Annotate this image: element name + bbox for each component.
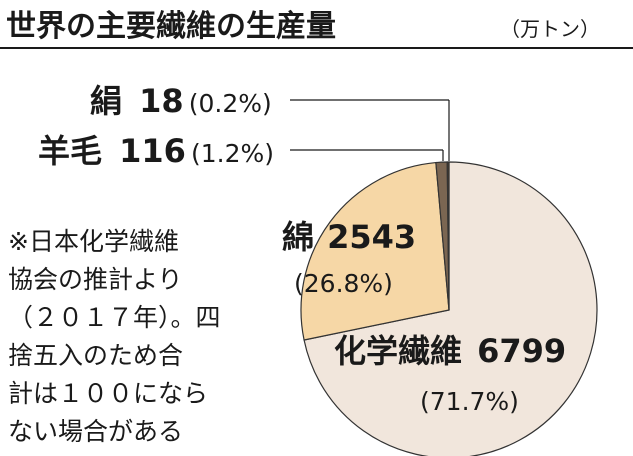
chart-title: 世界の主要繊維の生産量	[6, 9, 336, 44]
slice-cotton	[300, 161, 450, 341]
note-line-4: 捨五入のため合	[8, 341, 183, 370]
note-line-1: ※日本化学繊維	[8, 227, 179, 256]
footnote: ※日本化学繊維 協会の推計より （２０１７年）。四 捨五入のため合 計は１００に…	[8, 227, 221, 446]
note-line-3: （２０１７年）。四	[8, 303, 221, 332]
note-line-2: 協会の推計より	[8, 265, 183, 294]
label-silk-name: 絹	[90, 82, 122, 120]
label-chemical-name: 化学繊維	[334, 332, 462, 370]
label-cotton-name: 綿	[282, 218, 314, 256]
slice-chemical-fiber	[303, 161, 598, 456]
label-wool: 羊毛 116 (1.2%)	[38, 132, 274, 170]
pie-slices	[300, 161, 598, 456]
label-cotton-percent: (26.8%)	[294, 269, 393, 298]
slice-silk	[446, 161, 450, 311]
label-wool-value: 116	[119, 132, 186, 170]
label-wool-percent: (1.2%)	[191, 139, 274, 168]
label-chemical: 化学繊維 6799	[334, 332, 566, 370]
label-wool-name: 羊毛	[38, 132, 102, 170]
label-silk-percent: (0.2%)	[189, 89, 272, 118]
label-silk: 絹 18 (0.2%)	[90, 82, 272, 120]
label-cotton-value: 2543	[327, 218, 416, 256]
chart-unit: （万トン）	[500, 17, 600, 41]
label-cotton: 綿 2543	[282, 218, 416, 256]
label-silk-value: 18	[139, 82, 184, 120]
note-line-6: ない場合がある	[8, 417, 183, 446]
label-chemical-value: 6799	[477, 332, 566, 370]
note-line-5: 計は１００になら	[8, 379, 208, 408]
label-chemical-percent: (71.7%)	[420, 387, 519, 416]
